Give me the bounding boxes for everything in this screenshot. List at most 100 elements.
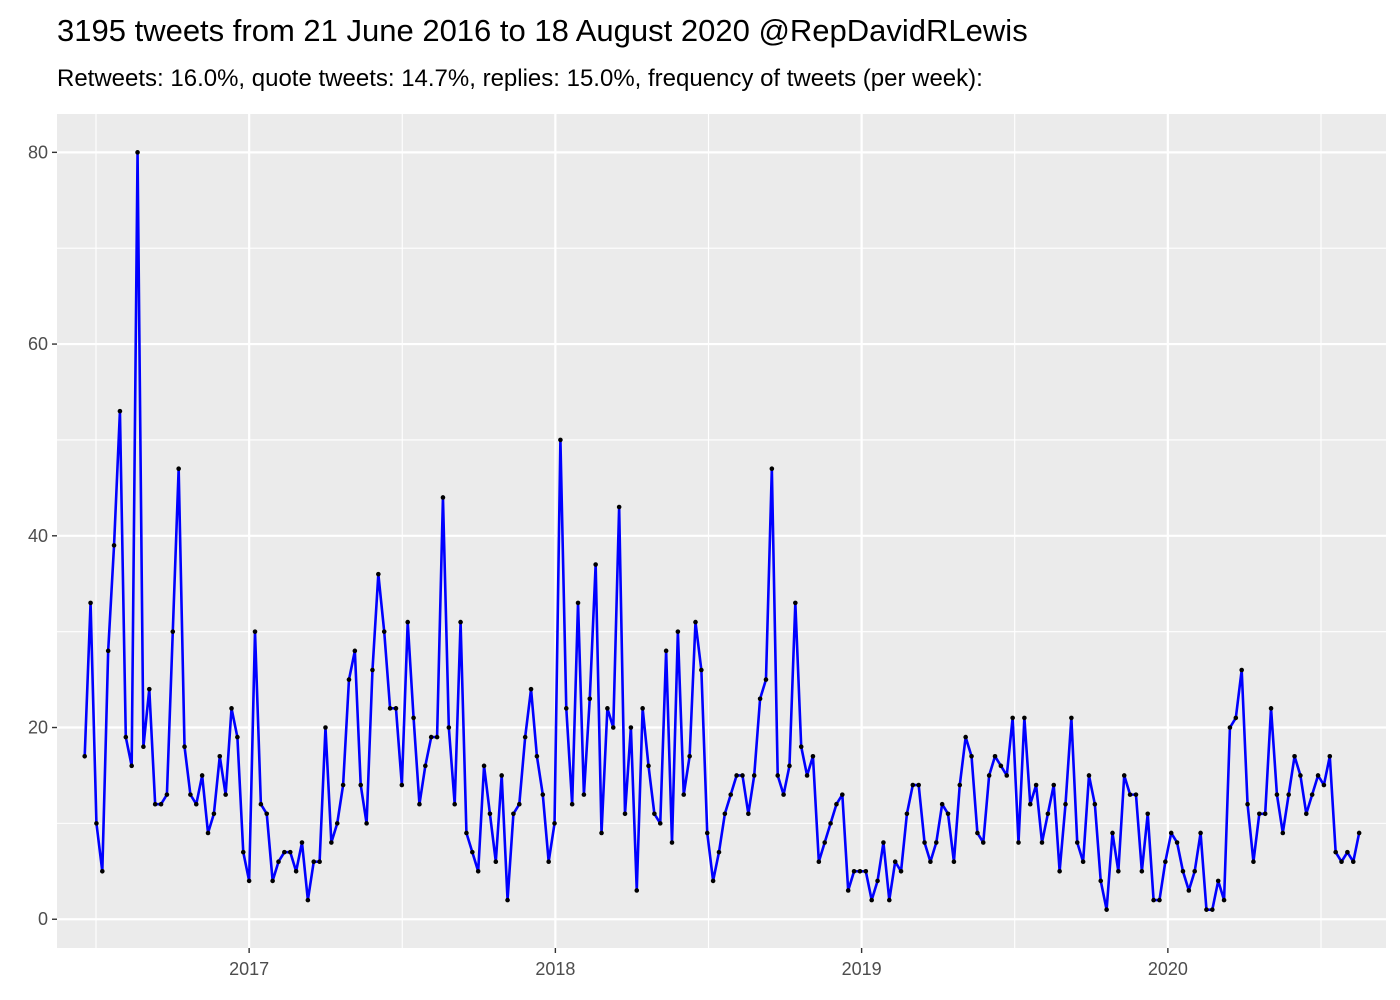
data-point <box>869 897 874 903</box>
data-point <box>1303 811 1309 817</box>
data-point <box>1004 773 1010 778</box>
data-point <box>1063 801 1068 807</box>
data-point <box>346 677 352 682</box>
tweets-per-week-line <box>83 151 1361 911</box>
data-point <box>980 840 986 845</box>
data-point <box>1022 715 1027 721</box>
y-axis: 0 20 40 60 80 <box>28 142 57 929</box>
data-point <box>616 504 622 510</box>
data-point <box>704 830 710 836</box>
y-tick-label: 0 <box>38 909 48 929</box>
data-point <box>299 840 305 845</box>
data-point <box>487 811 493 817</box>
data-point <box>323 725 328 730</box>
data-point <box>411 715 416 721</box>
data-point <box>470 849 475 855</box>
data-point <box>205 830 211 836</box>
data-point <box>340 782 346 788</box>
data-point <box>740 773 745 778</box>
data-point <box>1180 869 1186 874</box>
data-point <box>810 753 816 759</box>
data-point <box>1033 782 1039 788</box>
data-point <box>593 562 598 567</box>
data-point <box>687 753 692 759</box>
data-point <box>881 840 886 845</box>
data-point <box>193 801 199 807</box>
data-point <box>746 811 751 817</box>
data-point <box>123 734 129 740</box>
data-point <box>540 792 546 797</box>
data-point <box>440 495 446 500</box>
data-point <box>757 696 763 702</box>
x-tick-label: 2020 <box>1148 959 1188 979</box>
data-point <box>1251 859 1256 865</box>
data-point <box>798 744 804 749</box>
data-point <box>1121 773 1127 778</box>
data-point <box>1127 792 1133 797</box>
chart-title: 3195 tweets from 21 June 2016 to 18 Augu… <box>57 13 1028 48</box>
data-point <box>699 667 704 673</box>
data-point <box>452 801 457 807</box>
data-point <box>1086 773 1092 778</box>
data-point <box>634 888 640 893</box>
data-point <box>417 801 422 807</box>
data-point <box>1292 753 1297 759</box>
data-point <box>1350 859 1356 865</box>
data-point <box>669 840 675 845</box>
data-point <box>1268 706 1274 711</box>
data-point <box>599 830 604 836</box>
data-point <box>188 792 193 797</box>
data-point <box>1221 897 1227 903</box>
data-point <box>1110 830 1115 836</box>
data-point <box>986 773 992 778</box>
y-tick-label: 60 <box>28 334 48 354</box>
data-point <box>1145 811 1151 817</box>
data-point <box>329 840 334 845</box>
data-point <box>1163 859 1168 865</box>
data-point <box>434 734 440 740</box>
data-point <box>575 600 581 606</box>
data-point <box>141 744 146 749</box>
data-point <box>1010 715 1015 721</box>
data-point <box>152 801 158 807</box>
data-point <box>1151 897 1156 903</box>
data-point <box>969 753 974 759</box>
data-point <box>176 466 181 471</box>
x-axis: 2017 2018 2019 2020 <box>229 948 1188 979</box>
data-point <box>675 629 681 634</box>
data-point <box>264 811 270 817</box>
data-point <box>657 821 663 826</box>
data-point <box>146 686 152 692</box>
data-point <box>563 706 569 711</box>
data-point <box>129 763 134 769</box>
data-point <box>1280 830 1286 836</box>
data-point <box>499 773 504 778</box>
data-point <box>334 821 340 826</box>
data-point <box>1080 859 1086 865</box>
data-point <box>317 859 322 865</box>
data-point <box>569 801 575 807</box>
data-point <box>716 849 722 855</box>
data-point <box>111 543 117 548</box>
data-point <box>722 811 728 817</box>
data-point <box>769 466 775 471</box>
data-point <box>804 773 810 778</box>
data-point <box>652 811 657 817</box>
data-point <box>693 619 698 625</box>
data-point <box>851 869 857 874</box>
data-point <box>951 859 957 865</box>
data-point <box>399 782 405 788</box>
data-point <box>710 878 716 884</box>
y-tick-label: 80 <box>28 142 48 162</box>
data-point <box>305 897 311 903</box>
data-point <box>1098 878 1104 884</box>
data-point <box>1204 907 1209 912</box>
data-point <box>975 830 980 836</box>
data-point <box>933 840 939 845</box>
data-point <box>287 849 293 855</box>
data-point <box>558 437 563 443</box>
data-point <box>1186 888 1192 893</box>
data-point <box>1215 878 1221 884</box>
data-point <box>910 782 916 788</box>
data-point <box>640 706 645 711</box>
